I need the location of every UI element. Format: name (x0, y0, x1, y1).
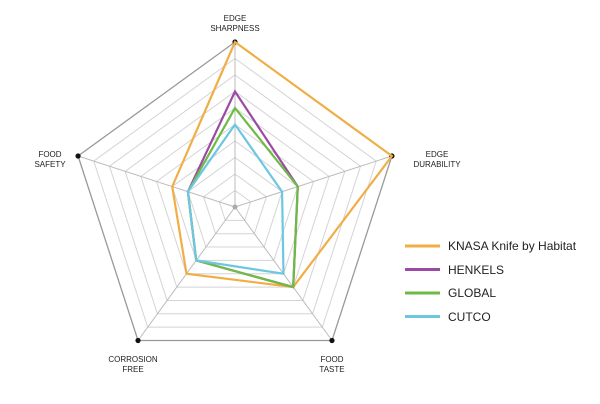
grid-ring (108, 74, 362, 315)
axis-label: EDGE SHARPNESS (210, 14, 260, 33)
grid-ring (140, 107, 330, 288)
series-line (186, 122, 285, 276)
axis-end-dot (329, 337, 335, 344)
legend-label: KNASA Knife by Habitat (448, 239, 577, 253)
axis-label: EDGE DURABILITY (413, 150, 461, 169)
axis-spoke (234, 155, 393, 208)
axis-end-dot (75, 153, 81, 159)
grid-ring (155, 123, 315, 275)
grid-ring (93, 57, 377, 328)
axis-label: FOOD SAFETY (34, 150, 66, 169)
legend-label: HENKELS (448, 262, 505, 277)
grid-ring (218, 189, 252, 221)
grid-ring (171, 140, 299, 261)
axis-label: CORROSION FREE (108, 355, 158, 374)
legend-label: GLOBAL (448, 286, 497, 300)
center-dot (232, 204, 238, 210)
series-line (171, 40, 394, 289)
axis-label: FOOD TASTE (319, 355, 345, 374)
axis-spoke (77, 155, 236, 208)
grid-ring (124, 90, 346, 301)
series-line (186, 106, 299, 289)
grid-ring (187, 156, 283, 248)
legend-label: CUTCO (448, 309, 491, 324)
axis-end-dot (135, 337, 141, 344)
grid-ring (203, 173, 267, 235)
